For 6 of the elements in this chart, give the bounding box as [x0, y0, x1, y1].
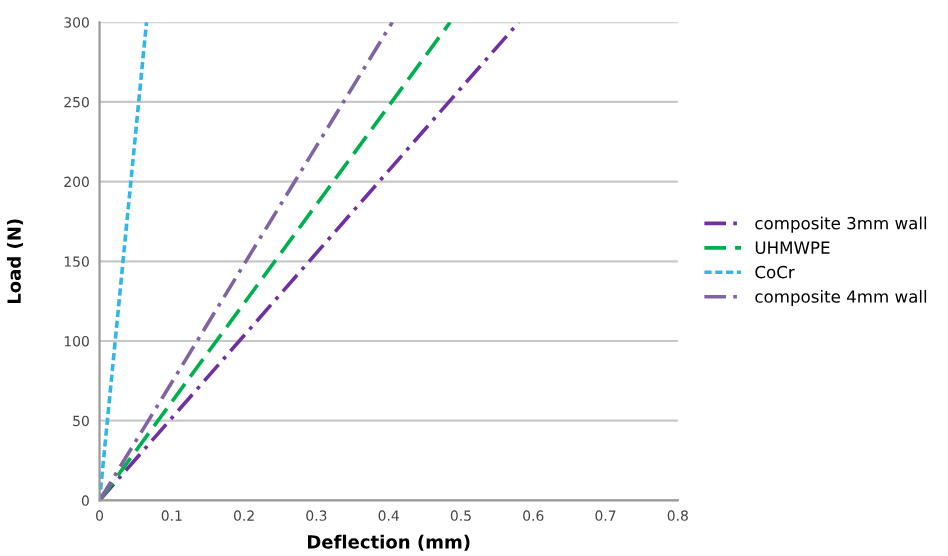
y-axis-title: Load (N)	[6, 219, 24, 304]
x-axis-title: Deflection (mm)	[307, 534, 470, 551]
legend-label: composite 3mm wall	[755, 216, 927, 233]
legend-label: UHMWPE	[755, 241, 830, 254]
legend-label: composite 4mm wall	[755, 289, 927, 307]
legend-label: CoCr	[755, 265, 795, 279]
